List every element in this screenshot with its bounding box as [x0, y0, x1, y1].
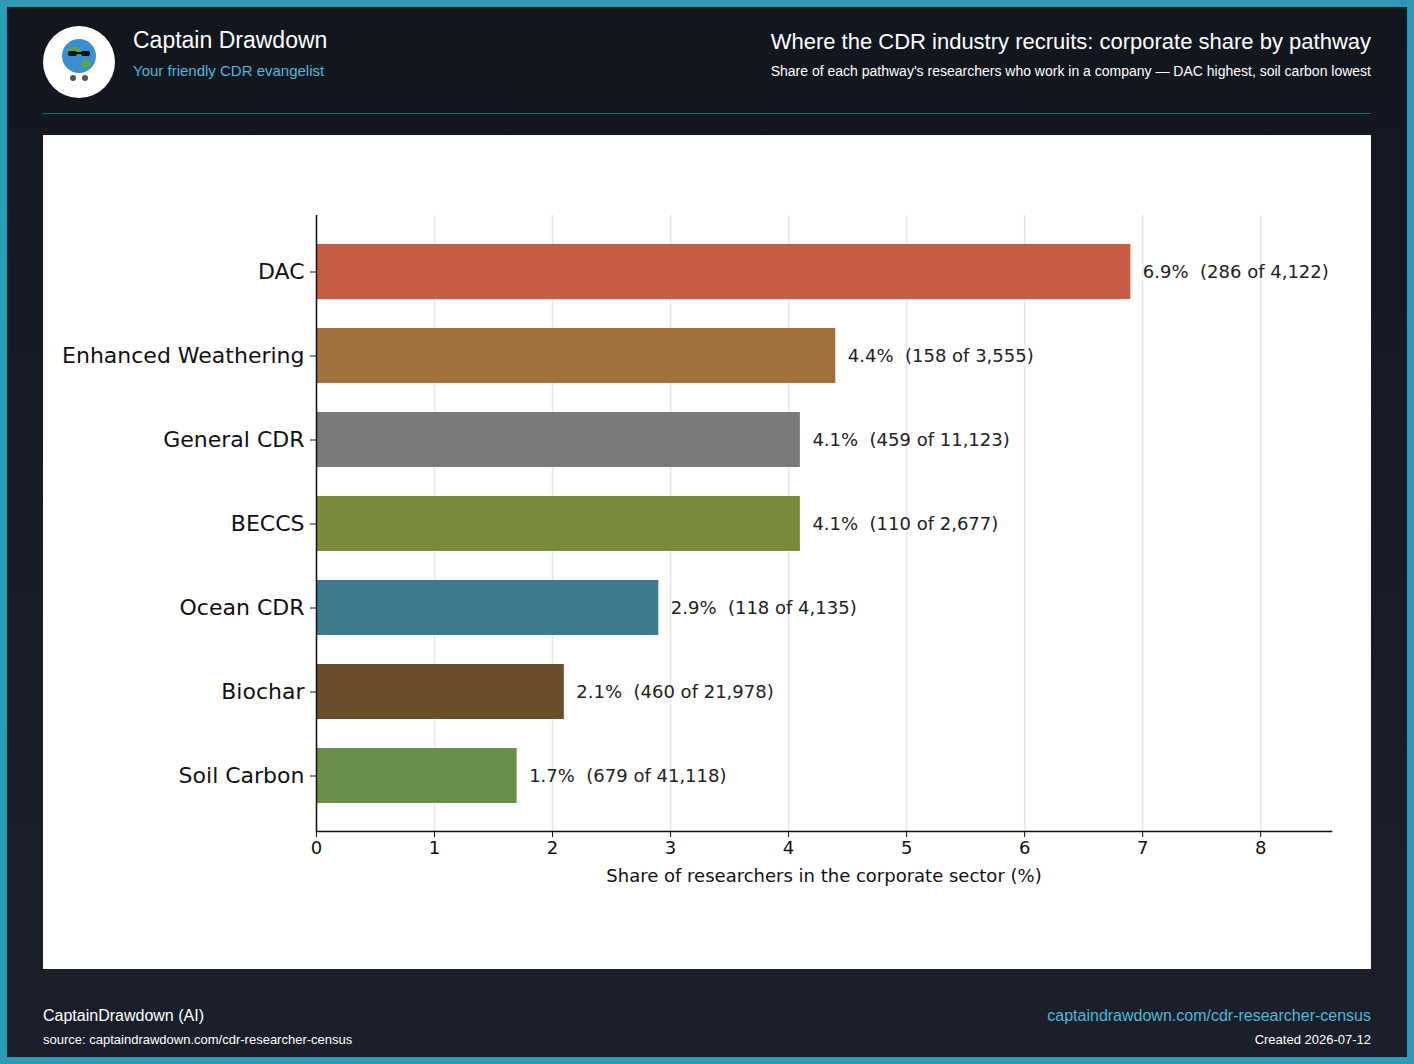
html-text:source: captaindrawdown.com/cd: source: captaindrawdown.com/cdr-research…	[43, 1032, 353, 1047]
svg-text:2: 2	[547, 837, 558, 858]
svg-text:Biochar: Biochar	[221, 679, 305, 704]
svg-text:4: 4	[783, 837, 794, 858]
svg-text:4.1% (459 of 11,123): 4.1% (459 of 11,123)	[812, 429, 1009, 450]
svg-text:2.9% (118 of 4,135): 2.9% (118 of 4,135)	[671, 597, 857, 618]
svg-text:4.1% (110 of 2,677): 4.1% (110 of 2,677)	[812, 513, 998, 534]
svg-text:Enhanced Weathering: Enhanced Weathering	[62, 343, 304, 368]
svg-text:5: 5	[901, 837, 912, 858]
html-text:Share of each pathway's resear: Share of each pathway's researchers who …	[770, 63, 1371, 79]
svg-text:DAC: DAC	[258, 259, 305, 284]
svg-text:General CDR: General CDR	[163, 427, 304, 452]
svg-text:6.9% (286 of 4,122): 6.9% (286 of 4,122)	[1143, 261, 1329, 282]
html-text:Created 2026-07-12: Created 2026-07-12	[1254, 1032, 1371, 1047]
svg-text:BECCS: BECCS	[231, 511, 305, 536]
svg-text:1.7% (679 of 41,118): 1.7% (679 of 41,118)	[529, 765, 726, 786]
html-text:Your friendly CDR evangelist: Your friendly CDR evangelist	[133, 62, 325, 79]
svg-text:2.1% (460 of 21,978): 2.1% (460 of 21,978)	[576, 681, 773, 702]
html-text:Where the CDR industry recruit: Where the CDR industry recruits: corpora…	[770, 29, 1371, 54]
svg-text:3: 3	[665, 837, 676, 858]
svg-text:4.4% (158 of 3,555): 4.4% (158 of 3,555)	[848, 345, 1034, 366]
svg-text:Soil Carbon: Soil Carbon	[179, 763, 305, 788]
html-text:CaptainDrawdown (AI): CaptainDrawdown (AI)	[43, 1007, 204, 1024]
svg-text:7: 7	[1137, 837, 1148, 858]
svg-text:0: 0	[311, 837, 322, 858]
svg-text:Ocean CDR: Ocean CDR	[180, 595, 305, 620]
svg-text:Share of researchers in the co: Share of researchers in the corporate se…	[606, 865, 1041, 886]
svg-text:1: 1	[429, 837, 440, 858]
svg-text:8: 8	[1255, 837, 1266, 858]
html-text:captaindrawdown.com/cdr-resear: captaindrawdown.com/cdr-researcher-censu…	[1047, 1007, 1371, 1024]
svg-text:6: 6	[1019, 837, 1030, 858]
html-text:Captain Drawdown: Captain Drawdown	[133, 27, 328, 53]
